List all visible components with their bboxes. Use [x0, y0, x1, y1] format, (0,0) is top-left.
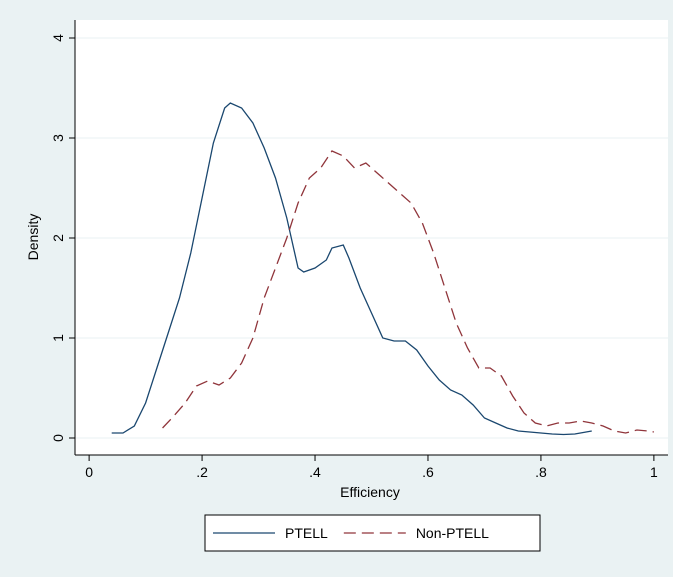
legend-label: Non-PTELL — [416, 525, 489, 541]
y-tick-label: 3 — [50, 134, 66, 142]
x-tick-label: .6 — [422, 464, 434, 480]
x-axis-label: Efficiency — [340, 484, 400, 500]
series-line — [111, 102, 592, 436]
y-tick-label: 4 — [50, 34, 66, 42]
y-axis-label: Density — [25, 214, 41, 261]
x-tick-label: .2 — [196, 464, 208, 480]
y-tick-label: 0 — [50, 434, 66, 442]
y-tick-label: 2 — [50, 234, 66, 242]
x-tick-label: .4 — [309, 464, 321, 480]
series-line — [162, 150, 654, 434]
y-tick-label: 1 — [50, 334, 66, 342]
x-tick-label: .8 — [535, 464, 547, 480]
x-tick-label: 0 — [85, 464, 93, 480]
x-tick-label: 1 — [650, 464, 658, 480]
legend-label: PTELL — [285, 525, 328, 541]
